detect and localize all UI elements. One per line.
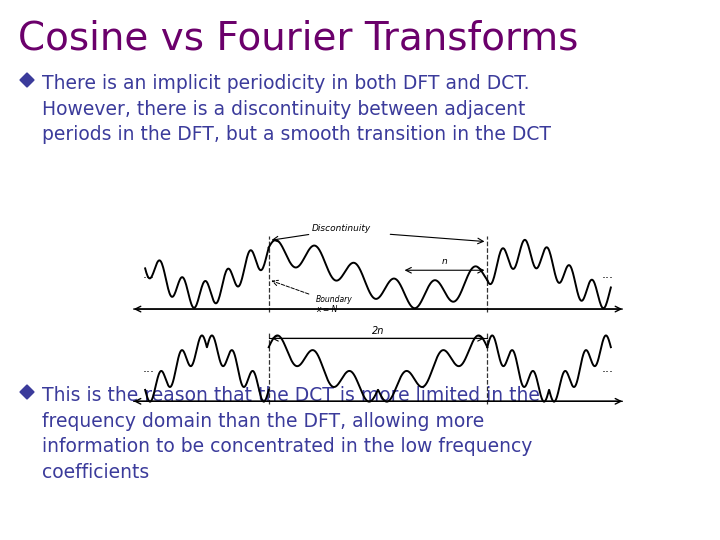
Text: n: n (441, 256, 447, 266)
Text: Boundary
x = N: Boundary x = N (316, 295, 353, 314)
Text: ...: ... (143, 267, 155, 281)
Text: 2n: 2n (372, 326, 384, 336)
Text: There is an implicit periodicity in both DFT and DCT.
However, there is a discon: There is an implicit periodicity in both… (42, 74, 551, 145)
Polygon shape (20, 385, 34, 399)
Polygon shape (20, 73, 34, 87)
Text: Cosine vs Fourier Transforms: Cosine vs Fourier Transforms (18, 20, 578, 58)
Text: ...: ... (601, 362, 613, 375)
Text: Discontinuity: Discontinuity (312, 224, 371, 233)
Text: ...: ... (601, 267, 613, 281)
Text: This is the reason that the DCT is more limited in the
frequency domain than the: This is the reason that the DCT is more … (42, 386, 540, 482)
Text: ...: ... (143, 362, 155, 375)
